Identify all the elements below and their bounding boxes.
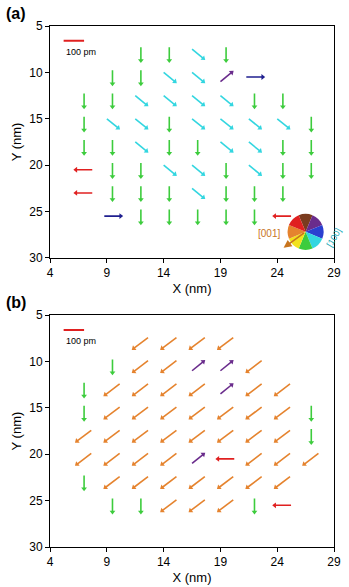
svg-text:4: 4	[47, 555, 54, 569]
svg-text:24: 24	[271, 266, 285, 280]
svg-text:10: 10	[29, 66, 43, 80]
svg-text:X (nm): X (nm)	[173, 281, 212, 296]
svg-text:15: 15	[29, 112, 43, 126]
svg-text:20: 20	[29, 447, 43, 461]
svg-text:19: 19	[214, 555, 228, 569]
svg-text:25: 25	[29, 494, 43, 508]
svg-text:20: 20	[29, 158, 43, 172]
svg-text:14: 14	[157, 266, 171, 280]
svg-text:Y (nm): Y (nm)	[9, 123, 24, 162]
svg-text:30: 30	[29, 251, 43, 265]
svg-text:X (nm): X (nm)	[173, 570, 212, 585]
svg-text:30: 30	[29, 540, 43, 554]
svg-text:100 pm: 100 pm	[66, 47, 96, 57]
svg-text:[001]: [001]	[258, 228, 280, 239]
svg-text:Y (nm): Y (nm)	[9, 412, 24, 451]
svg-text:4: 4	[47, 266, 54, 280]
svg-text:19: 19	[214, 266, 228, 280]
svg-text:24: 24	[271, 555, 285, 569]
svg-text:14: 14	[157, 555, 171, 569]
svg-text:[100]: [100]	[325, 226, 344, 248]
svg-text:9: 9	[103, 555, 110, 569]
svg-text:9: 9	[103, 266, 110, 280]
svg-text:15: 15	[29, 401, 43, 415]
svg-text:5: 5	[36, 19, 43, 33]
svg-text:5: 5	[36, 308, 43, 322]
svg-text:29: 29	[327, 555, 341, 569]
svg-text:(b): (b)	[6, 294, 26, 311]
svg-text:25: 25	[29, 205, 43, 219]
svg-text:100 pm: 100 pm	[66, 336, 96, 346]
svg-text:(a): (a)	[6, 5, 26, 22]
svg-text:29: 29	[327, 266, 341, 280]
svg-text:10: 10	[29, 355, 43, 369]
